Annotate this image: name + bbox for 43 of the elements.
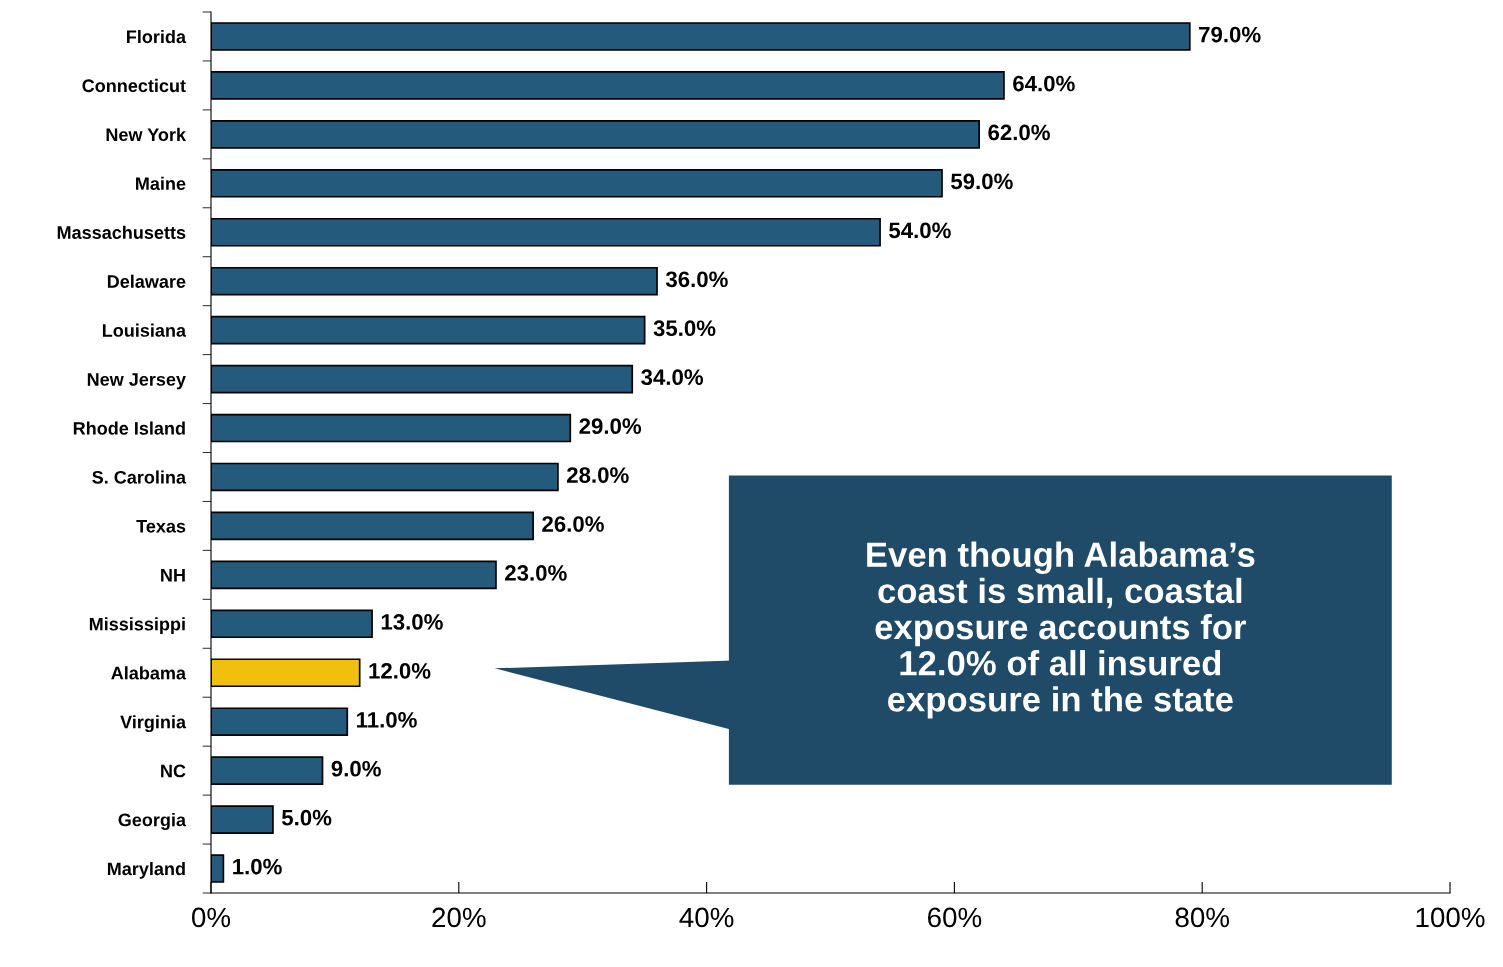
data-label: 34.0% — [641, 369, 704, 386]
data-label: 9.0% — [331, 760, 381, 777]
data-label: 26.0% — [542, 516, 604, 532]
y-tick-label: Delaware — [107, 274, 186, 288]
data-label: 35.0% — [653, 320, 716, 337]
x-tick-label: 40% — [679, 907, 734, 928]
x-tick-label: 100% — [1416, 907, 1485, 928]
data-label: 28.0% — [567, 467, 629, 483]
y-tick-label: Mississippi — [89, 617, 185, 635]
y-tick-label: Maine — [136, 176, 186, 191]
data-label: 54.0% — [889, 222, 951, 239]
x-tick-label: 0% — [192, 907, 231, 928]
y-tick-label: Massachusetts — [57, 225, 186, 239]
y-tick-label: New Jersey — [87, 373, 186, 390]
data-label: 36.0% — [665, 271, 728, 288]
y-tick-label: Maryland — [107, 861, 185, 879]
y-tick-label: NC — [161, 764, 186, 778]
data-label: 23.0% — [505, 565, 567, 581]
data-label: 12.0% — [369, 662, 431, 679]
data-label: 5.0% — [281, 809, 332, 826]
y-tick-label: Alabama — [111, 666, 187, 680]
x-tick-label: 80% — [1175, 907, 1230, 928]
data-label: 79.0% — [1199, 26, 1261, 43]
x-tick-label: 60% — [928, 907, 982, 928]
y-tick-label: NH — [161, 568, 185, 582]
y-tick-label: New York — [106, 127, 187, 142]
data-label: 62.0% — [988, 124, 1050, 141]
y-tick-label: Texas — [136, 520, 186, 533]
data-label: 59.0% — [951, 173, 1013, 190]
y-tick-label: Virginia — [120, 715, 187, 733]
y-tick-label: S. Carolina — [92, 470, 187, 484]
data-label: 13.0% — [381, 614, 443, 630]
data-label: 29.0% — [579, 418, 642, 434]
data-label: 1.0% — [233, 858, 282, 875]
annotation: Even though Alabama’s coast is small, coastal exposure accounts for 12.0% of all insured exposure in the state — [867, 541, 1255, 719]
y-tick-label: Louisiana — [102, 323, 187, 337]
y-tick-label: Florida — [127, 29, 187, 44]
y-tick-label: Georgia — [118, 813, 187, 830]
y-tick-label: Rhode Island — [73, 421, 185, 435]
data-label: 64.0% — [1013, 75, 1075, 92]
data-label: 11.0% — [357, 711, 417, 728]
x-tick-label: 20% — [432, 907, 486, 928]
y-tick-label: Connecticut — [82, 78, 186, 93]
